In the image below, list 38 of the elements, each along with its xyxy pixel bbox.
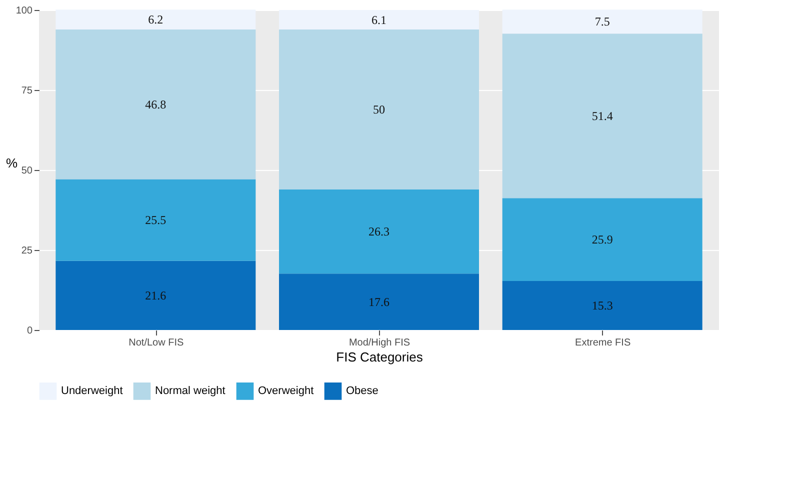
legend-label: Obese [346, 385, 378, 398]
data-label: 6.1 [372, 12, 386, 27]
bar [502, 198, 702, 282]
bar [279, 190, 479, 274]
bar [56, 179, 256, 261]
legend-label: Overweight [258, 385, 314, 398]
data-label: 17.6 [368, 294, 390, 309]
bar [502, 281, 702, 330]
data-label: 6.2 [148, 12, 164, 27]
bar [56, 30, 256, 180]
y-tick-label: 100 [16, 6, 33, 16]
x-axis-title: FIS Categories [336, 350, 424, 364]
bar [279, 10, 479, 30]
data-label: 26.3 [368, 224, 390, 239]
data-label: 46.8 [145, 97, 166, 112]
x-tick-label: Not/Low FIS [128, 338, 184, 348]
y-tick-label: 75 [21, 86, 33, 96]
data-label: 50 [373, 102, 385, 117]
data-label: 15.3 [592, 298, 613, 313]
y-tick-label: 50 [21, 166, 33, 176]
bar [279, 30, 479, 190]
data-label: 51.4 [592, 108, 613, 123]
bar [502, 34, 702, 198]
y-tick-label: 25 [21, 246, 33, 256]
data-label: 25.9 [592, 232, 613, 247]
legend-label: Underweight [61, 385, 123, 398]
bar [279, 274, 479, 330]
bar [502, 10, 702, 34]
legend-label: Normal weight [155, 385, 226, 398]
bar [56, 260, 256, 330]
x-tick-label: Extreme FIS [575, 338, 631, 348]
data-label: 25.5 [145, 213, 166, 228]
data-label: 7.5 [594, 14, 610, 29]
bar [56, 10, 256, 30]
x-tick-label: Mod/High FIS [348, 338, 410, 348]
data-label: 21.6 [145, 288, 166, 302]
y-axis-title: % [6, 156, 18, 170]
y-tick-label: 0 [26, 326, 33, 336]
